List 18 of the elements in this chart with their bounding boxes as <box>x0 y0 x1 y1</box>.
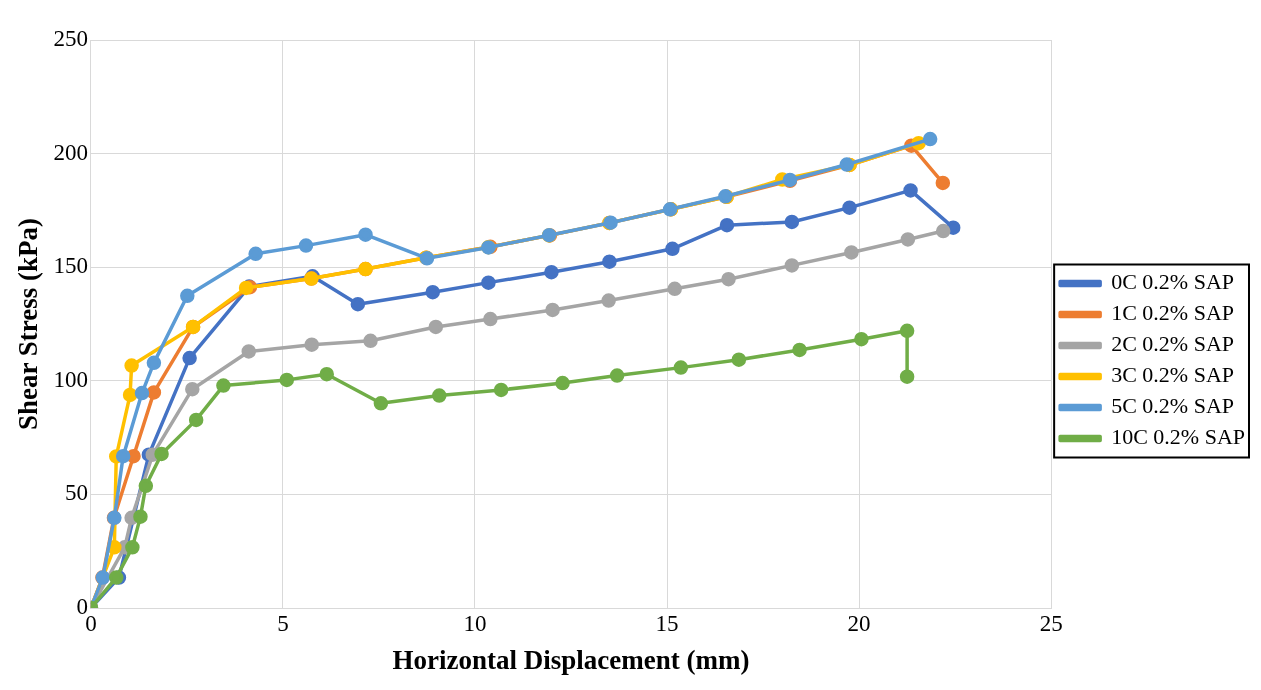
x-tick-label: 25 <box>1039 610 1063 636</box>
x-tick-label: 10 <box>463 610 487 636</box>
legend-label: 5C 0.2% SAP <box>1111 393 1234 419</box>
x-axis-title: Horizontal Displacement (mm) <box>392 644 750 675</box>
y-tick-label: 100 <box>53 366 88 392</box>
legend-label: 0C 0.2% SAP <box>1111 269 1234 295</box>
y-tick-label: 200 <box>53 139 88 165</box>
legend-label: 10C 0.2% SAP <box>1111 424 1245 450</box>
y-tick-label: 150 <box>53 253 88 279</box>
x-tick-label: 20 <box>847 610 871 636</box>
x-tick-label: 5 <box>277 610 289 636</box>
y-tick-label: 50 <box>64 480 88 506</box>
x-tick-label: 15 <box>655 610 679 636</box>
legend-label: 3C 0.2% SAP <box>1111 362 1234 388</box>
y-axis-title: Shear Stress (kPa) <box>13 217 44 431</box>
legend-label: 1C 0.2% SAP <box>1111 300 1234 326</box>
y-tick-label: 250 <box>53 26 88 52</box>
legend-label: 2C 0.2% SAP <box>1111 331 1234 357</box>
